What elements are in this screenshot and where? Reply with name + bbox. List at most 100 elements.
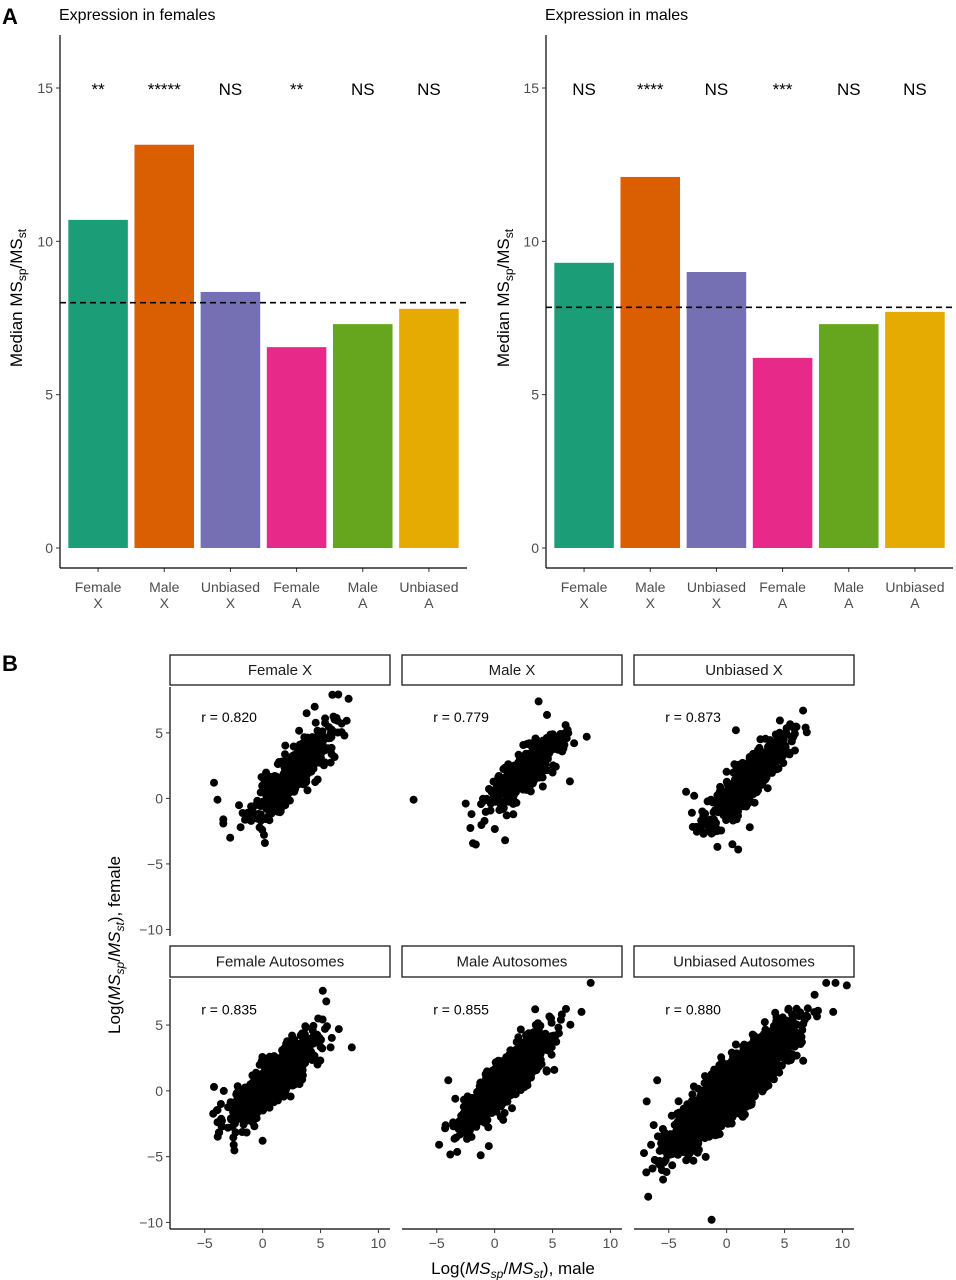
data-point xyxy=(516,779,525,788)
category-tick-label: X xyxy=(712,595,722,611)
data-point xyxy=(298,739,307,748)
data-point xyxy=(698,807,707,816)
data-point xyxy=(495,798,504,807)
data-point xyxy=(240,1096,249,1105)
data-point xyxy=(757,778,766,787)
data-point xyxy=(716,782,725,791)
bar-male-x xyxy=(620,176,681,548)
data-point xyxy=(317,749,325,758)
data-point xyxy=(213,1132,222,1141)
data-point xyxy=(311,1037,320,1046)
y-tick-label: −10 xyxy=(139,921,163,937)
data-point xyxy=(247,802,256,811)
data-point xyxy=(647,1140,656,1149)
facet-strip-label: Unbiased Autosomes xyxy=(673,954,815,971)
data-point xyxy=(293,763,302,772)
y-tick-label: 0 xyxy=(531,540,539,556)
data-point xyxy=(288,1031,297,1040)
data-point xyxy=(451,1094,460,1103)
facet-strip xyxy=(169,654,391,686)
data-point xyxy=(284,786,293,795)
data-point xyxy=(309,764,318,773)
data-point xyxy=(296,1031,305,1040)
significance-label: NS xyxy=(219,80,243,99)
data-point xyxy=(516,1038,524,1047)
data-point xyxy=(258,825,267,834)
data-point xyxy=(230,1116,239,1125)
data-point xyxy=(489,777,498,786)
data-point xyxy=(558,735,567,744)
data-point xyxy=(524,1029,533,1038)
data-point xyxy=(514,750,523,759)
data-point xyxy=(311,742,320,751)
data-point xyxy=(545,1012,554,1021)
data-point xyxy=(253,1079,262,1088)
data-point xyxy=(546,736,555,745)
data-point xyxy=(534,697,543,706)
bar-female-x xyxy=(554,262,614,548)
data-point xyxy=(740,779,748,788)
data-point xyxy=(488,1094,497,1103)
data-point xyxy=(682,787,691,796)
data-point xyxy=(313,1030,322,1039)
data-point xyxy=(506,1075,515,1084)
data-point xyxy=(334,1025,343,1034)
data-point xyxy=(292,749,301,758)
data-point xyxy=(717,826,726,835)
data-point xyxy=(509,810,518,819)
data-point xyxy=(496,1112,505,1121)
data-point xyxy=(801,723,810,732)
data-point xyxy=(295,773,303,782)
data-point xyxy=(539,745,548,754)
data-point xyxy=(213,795,222,804)
data-point xyxy=(701,1152,710,1161)
category-tick-label: A xyxy=(424,595,434,611)
data-point xyxy=(326,1043,335,1052)
data-point xyxy=(298,1049,307,1058)
data-point xyxy=(570,739,579,748)
y-tick-label: 0 xyxy=(45,540,53,556)
data-point xyxy=(722,777,731,786)
data-point xyxy=(334,690,343,699)
data-point xyxy=(687,808,696,817)
data-point xyxy=(525,770,534,778)
data-point xyxy=(326,728,335,737)
data-point xyxy=(755,743,764,752)
bar-male-a xyxy=(818,324,879,548)
data-point xyxy=(528,1040,537,1049)
data-point xyxy=(226,833,235,842)
data-point xyxy=(466,824,475,832)
data-point xyxy=(486,799,495,808)
facet-strip-label: Unbiased X xyxy=(705,662,783,679)
data-point xyxy=(734,811,742,820)
data-point xyxy=(243,1107,252,1116)
data-point xyxy=(277,783,286,792)
data-point xyxy=(235,801,243,810)
data-point xyxy=(530,737,539,746)
panel-letter-b: B xyxy=(2,651,18,676)
facet-strip xyxy=(633,654,855,686)
data-point xyxy=(738,1112,747,1121)
data-point xyxy=(548,768,557,777)
significance-label: ** xyxy=(91,80,105,99)
category-tick-label: A xyxy=(844,595,854,611)
data-point xyxy=(216,1100,225,1108)
data-point xyxy=(303,786,312,795)
data-point xyxy=(582,732,591,741)
significance-label: NS xyxy=(705,80,729,99)
data-point xyxy=(435,1140,444,1149)
facet-male-x: Male Xr = 0.779 xyxy=(401,654,623,849)
data-point xyxy=(268,788,277,797)
data-point xyxy=(769,754,778,762)
data-point xyxy=(780,748,789,756)
data-point xyxy=(313,775,322,784)
data-point xyxy=(703,797,712,806)
bar-female-a xyxy=(752,357,813,548)
category-tick-label: Male xyxy=(348,579,379,595)
data-point xyxy=(278,1066,287,1075)
data-point xyxy=(280,1046,289,1055)
data-point xyxy=(503,767,512,776)
data-point xyxy=(482,1110,491,1119)
data-point xyxy=(469,839,477,848)
